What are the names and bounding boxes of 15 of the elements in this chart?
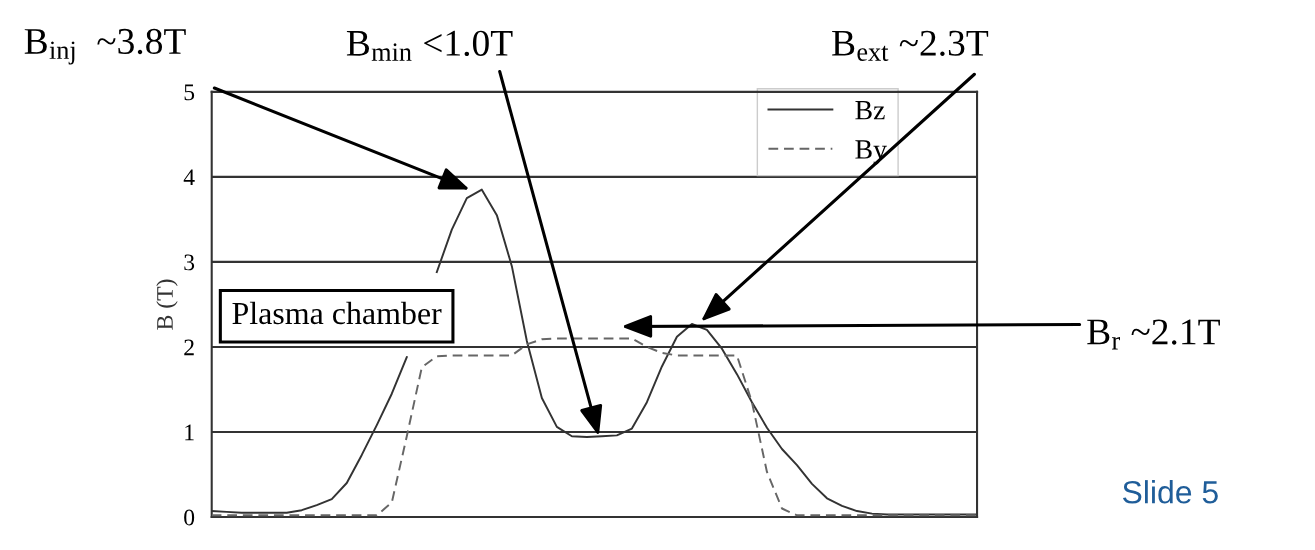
text: B$_{min}$ <1.0T <box>346 30 513 61</box>
annotation: Plasma chamber <box>232 301 442 325</box>
y-tick-label: 5 <box>184 84 195 101</box>
text: B$_{inj}$ ~3.8T <box>24 28 186 65</box>
text: Slide 5 <box>1122 480 1218 504</box>
y-tick-label: 2 <box>184 339 194 356</box>
y-tick-label: 3 <box>184 254 195 271</box>
legend-label: Bz <box>855 101 885 120</box>
y-tick-label: 0 <box>184 509 195 526</box>
y-axis-title: B (T) <box>156 279 178 330</box>
text: B$_{r}$ ~2.1T <box>1087 319 1220 350</box>
legend-label: By <box>855 140 887 165</box>
y-tick-label: 1 <box>185 424 194 441</box>
text: B$_{ext}$ ~2.3T <box>832 30 989 61</box>
y-tick-label: 4 <box>183 169 195 186</box>
